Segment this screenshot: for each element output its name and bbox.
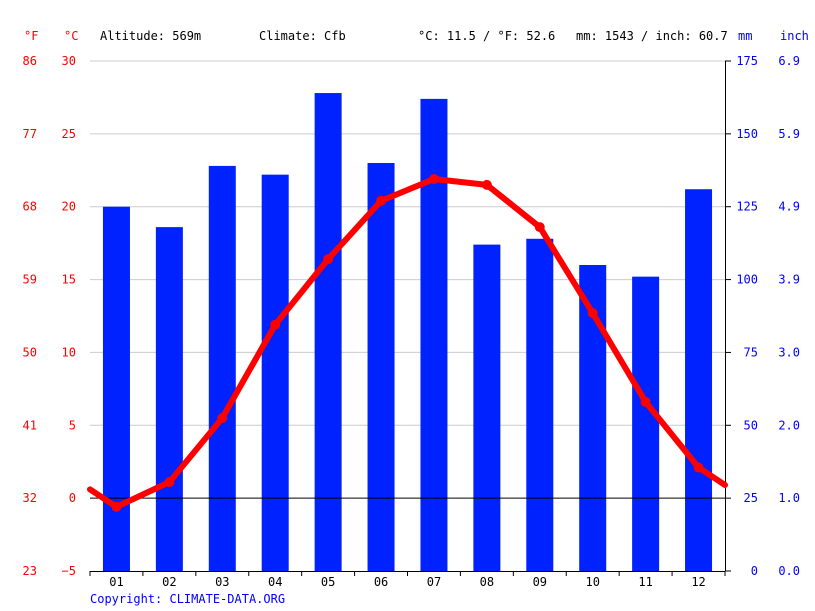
month-tick-label: 09: [533, 575, 547, 589]
inch-unit-label: inch: [780, 29, 809, 43]
celsius-tick-label: 15: [62, 273, 76, 287]
month-tick-label: 05: [321, 575, 335, 589]
temperature-point: [217, 413, 228, 423]
temperature-point: [587, 308, 598, 319]
temperature-point: [534, 222, 545, 233]
temperature-point: [376, 195, 387, 206]
fahrenheit-tick-label: 59: [23, 273, 37, 287]
temperature-point: [428, 174, 439, 185]
precipitation-bar: [102, 206, 130, 571]
month-tick-label: 08: [480, 575, 494, 589]
inch-tick-label: 3.9: [778, 273, 800, 287]
mm-tick-label: 0: [751, 564, 758, 578]
month-tick-label: 06: [374, 575, 388, 589]
month-tick-label: 07: [427, 575, 441, 589]
mm-tick-label: 150: [736, 127, 758, 141]
mm-tick-label: 25: [744, 491, 758, 505]
temperature-point: [323, 254, 334, 265]
temperature-point: [481, 179, 492, 190]
month-tick-label: 11: [638, 575, 652, 589]
precipitation-bar: [685, 189, 713, 571]
precipitation-bar: [632, 276, 660, 571]
precipitation-bar: [420, 98, 448, 571]
precipitation-bar: [473, 244, 501, 571]
celsius-tick-label: 5: [69, 418, 76, 432]
celsius-unit-label: °C: [64, 29, 78, 43]
copyright-text: Copyright: CLIMATE-DATA.ORG: [90, 592, 286, 606]
precipitation-bar: [526, 238, 554, 571]
month-tick-label: 02: [162, 575, 176, 589]
fahrenheit-tick-label: 77: [23, 127, 37, 141]
precipitation-bar: [367, 163, 395, 571]
mm-tick-label: 50: [744, 418, 758, 432]
precipitation-bar: [261, 174, 289, 571]
altitude-label: Altitude: 569m: [100, 29, 201, 43]
inch-tick-label: 6.9: [778, 54, 800, 68]
celsius-tick-label: 10: [62, 345, 76, 359]
inch-tick-label: 1.0: [778, 491, 800, 505]
gridlines: [90, 60, 725, 426]
month-tick-label: 12: [691, 575, 705, 589]
celsius-tick-label: 25: [62, 127, 76, 141]
mm-tick-label: 175: [736, 54, 758, 68]
precipitation-bar: [155, 227, 183, 571]
inch-tick-label: 3.0: [778, 345, 800, 359]
inch-tick-label: 4.9: [778, 200, 800, 214]
precipitation-bar: [314, 93, 342, 572]
temperature-point: [640, 396, 651, 407]
temperature-point: [270, 319, 281, 330]
fahrenheit-tick-label: 86: [23, 54, 37, 68]
celsius-tick-label: 0: [69, 491, 76, 505]
climate-label: Climate: Cfb: [259, 29, 346, 43]
inch-tick-label: 2.0: [778, 418, 800, 432]
temperature-point: [693, 462, 704, 473]
month-tick-label: 10: [585, 575, 599, 589]
temperature-line: [87, 174, 728, 512]
fahrenheit-tick-label: 23: [23, 564, 37, 578]
precipitation-bars: [102, 93, 713, 572]
mm-tick-label: 100: [736, 273, 758, 287]
temperature-point: [164, 477, 175, 488]
celsius-tick-label: 30: [62, 54, 76, 68]
fahrenheit-tick-label: 32: [23, 491, 37, 505]
month-tick-label: 03: [215, 575, 229, 589]
mm-tick-label: 125: [736, 200, 758, 214]
precipitation-bar: [208, 165, 236, 571]
fahrenheit-tick-label: 68: [23, 200, 37, 214]
fahrenheit-tick-label: 41: [23, 418, 37, 432]
month-tick-label: 04: [268, 575, 282, 589]
tick-labels: 2332415059687786−50510152025300255075100…: [23, 54, 800, 589]
celsius-tick-label: 20: [62, 200, 76, 214]
temperature-series-line: [87, 176, 728, 510]
fahrenheit-tick-label: 50: [23, 345, 37, 359]
fahrenheit-unit-label: °F: [24, 29, 38, 43]
month-tick-label: 01: [109, 575, 123, 589]
precipitation-average-label: mm: 1543 / inch: 60.7: [576, 29, 728, 43]
mm-unit-label: mm: [738, 29, 752, 43]
inch-tick-label: 5.9: [778, 127, 800, 141]
inch-tick-label: 0.0: [778, 564, 800, 578]
temperature-average-label: °C: 11.5 / °F: 52.6: [418, 29, 555, 43]
temperature-point: [111, 501, 122, 512]
mm-tick-label: 75: [744, 345, 758, 359]
celsius-tick-label: −5: [62, 564, 76, 578]
